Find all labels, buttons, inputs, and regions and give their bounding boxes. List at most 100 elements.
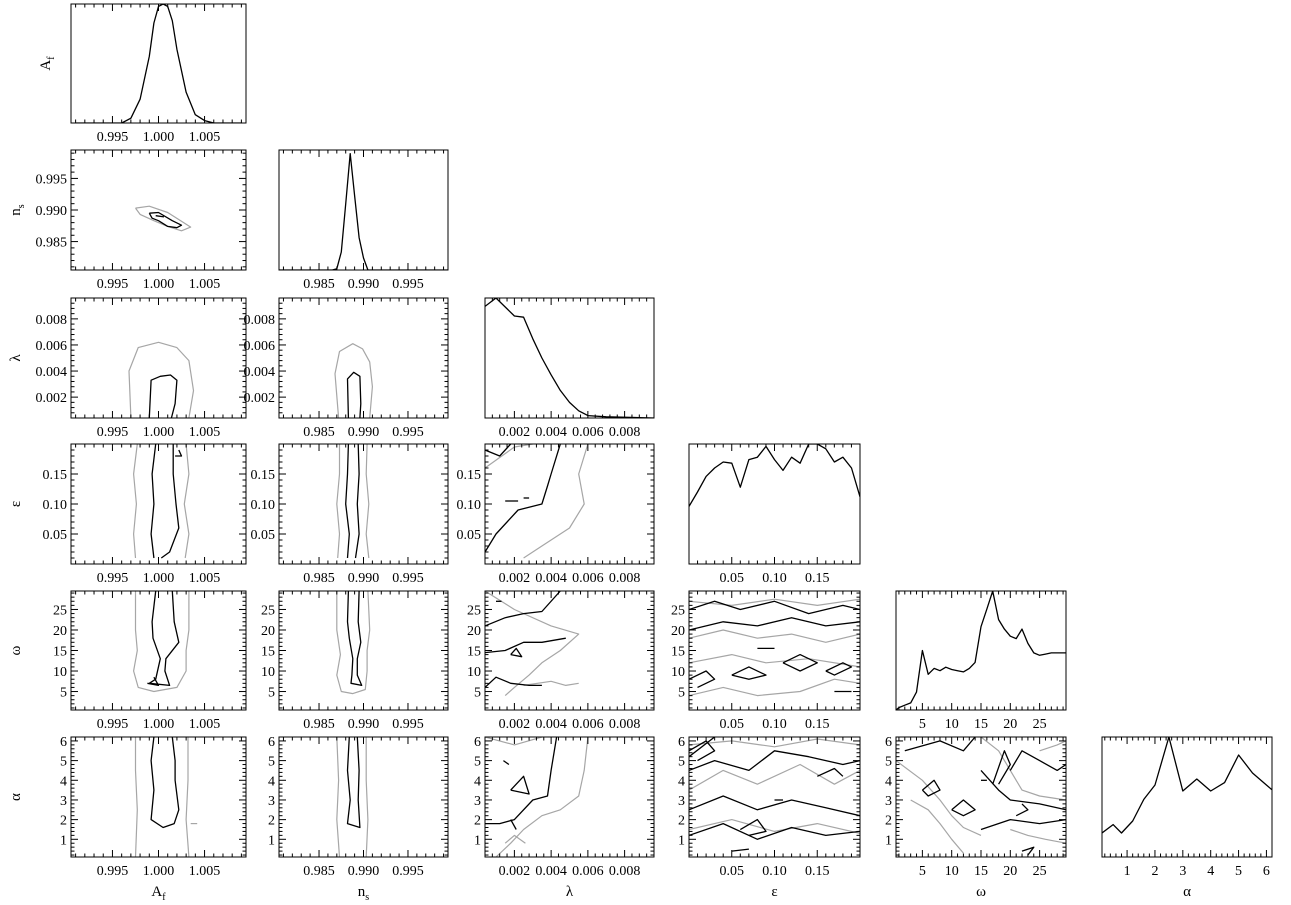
outer-contour bbox=[183, 444, 190, 559]
y-tick-label: 0.05 bbox=[457, 528, 482, 543]
panel-frame bbox=[278, 297, 449, 419]
x-tick-label: 0.008 bbox=[609, 717, 641, 732]
y-tick-label: 0.006 bbox=[244, 339, 276, 354]
inner-contour bbox=[148, 211, 183, 229]
y-tick-label: 6 bbox=[678, 735, 685, 750]
svg-text:ε: ε bbox=[8, 501, 24, 507]
x-tick-label: 0.995 bbox=[392, 864, 424, 879]
svg-text:Af: Af bbox=[151, 884, 166, 903]
y-tick-label: 25 bbox=[261, 603, 275, 618]
inner-contour bbox=[825, 662, 853, 676]
marginal-curve bbox=[75, 4, 242, 123]
marginal-curve bbox=[279, 152, 448, 270]
marginal-panel-alpha: 1 2 3 4 5 6 bbox=[1101, 736, 1273, 879]
outer-contour bbox=[910, 799, 964, 854]
x-tick-label: 10 bbox=[945, 717, 959, 732]
outer-contour bbox=[523, 680, 579, 687]
marginal-curve bbox=[1102, 737, 1272, 834]
inner-contour bbox=[731, 848, 749, 852]
y-tick-label: 10 bbox=[53, 665, 67, 680]
y-tick-label: 1 bbox=[60, 833, 67, 848]
marginal-curve bbox=[689, 444, 860, 507]
panel-frame bbox=[70, 736, 247, 858]
y-tick-label: 20 bbox=[671, 624, 685, 639]
outer-contour bbox=[336, 444, 341, 559]
x-tick-label: 0.15 bbox=[805, 864, 830, 879]
inner-contour bbox=[175, 449, 183, 457]
x-tick-label: 0.004 bbox=[535, 717, 567, 732]
outer-contour bbox=[133, 591, 190, 693]
outer-contour bbox=[689, 678, 860, 697]
y-tick-label: 0.15 bbox=[251, 468, 276, 483]
x-tick-label: 1 bbox=[1124, 864, 1131, 879]
contour-panel-Af-omega: 0.995 1.000 1.005 5 10 15 20 25 bbox=[53, 590, 247, 732]
outer-contour bbox=[128, 341, 195, 418]
inner-contour bbox=[155, 215, 165, 218]
x-tick-label: 0.006 bbox=[572, 571, 604, 586]
x-tick-label: 0.008 bbox=[609, 864, 641, 879]
inner-contour bbox=[992, 750, 1011, 785]
x-axis-label-lambda: λ bbox=[566, 884, 574, 900]
x-tick-label: 2 bbox=[1151, 864, 1158, 879]
panel-frame bbox=[688, 590, 861, 711]
panel-frame bbox=[70, 3, 247, 124]
x-tick-label: 0.004 bbox=[535, 571, 567, 586]
x-tick-label: 10 bbox=[945, 864, 959, 879]
x-tick-label: 0.05 bbox=[720, 864, 745, 879]
inner-contour bbox=[689, 600, 860, 615]
contour-panel-Af-lambda: 0.995 1.000 1.005 0.002 0.004 0.006 0.008 bbox=[36, 297, 247, 440]
marginal-panel-omega: 5 10 15 20 25 bbox=[895, 590, 1067, 732]
panel-frame bbox=[278, 590, 449, 711]
x-tick-label: 1.005 bbox=[189, 864, 221, 879]
inner-contour bbox=[354, 444, 360, 559]
y-tick-label: 5 bbox=[474, 686, 481, 701]
svg-text:ε: ε bbox=[771, 884, 777, 900]
panel-frame bbox=[70, 590, 247, 711]
x-tick-label: 0.004 bbox=[535, 425, 567, 440]
y-tick-label: 25 bbox=[467, 603, 481, 618]
x-tick-label: 1.005 bbox=[189, 717, 221, 732]
x-tick-label: 0.995 bbox=[97, 717, 129, 732]
inner-contour bbox=[739, 818, 767, 837]
y-tick-label: 2 bbox=[885, 814, 892, 829]
outer-contour bbox=[689, 763, 860, 791]
svg-text:λ: λ bbox=[566, 884, 574, 900]
x-tick-label: 3 bbox=[1179, 864, 1186, 879]
x-tick-label: 0.995 bbox=[97, 571, 129, 586]
x-tick-label: 0.008 bbox=[609, 425, 641, 440]
contour-panel-Af-ns: 0.995 1.000 1.005 0.985 0.990 0.995 bbox=[36, 149, 247, 292]
inner-contour bbox=[921, 779, 941, 797]
y-tick-label: 0.05 bbox=[251, 528, 276, 543]
x-tick-label: 0.002 bbox=[499, 571, 531, 586]
inner-contour bbox=[689, 617, 860, 631]
x-tick-label: 0.985 bbox=[303, 864, 335, 879]
panel-frame bbox=[484, 736, 655, 858]
x-tick-label: 25 bbox=[1033, 864, 1047, 879]
outer-contour bbox=[896, 760, 982, 836]
y-axis-label-omega: ω bbox=[8, 645, 24, 655]
inner-contour bbox=[689, 750, 860, 772]
x-axis-label-alpha: α bbox=[1183, 884, 1191, 900]
y-tick-label: 0.05 bbox=[43, 528, 68, 543]
inner-contour bbox=[485, 591, 561, 627]
inner-contour bbox=[782, 653, 818, 672]
inner-contour bbox=[148, 374, 178, 418]
inner-contour bbox=[485, 444, 561, 553]
outer-contour bbox=[495, 737, 589, 857]
contour-panel-ns-epsilon: 0.985 0.990 0.995 0.05 0.10 0.15 bbox=[251, 443, 449, 586]
panel-frame bbox=[278, 149, 449, 271]
svg-text:α: α bbox=[8, 793, 24, 801]
outer-contour bbox=[485, 737, 543, 746]
x-tick-label: 0.05 bbox=[720, 717, 745, 732]
x-tick-label: 1.000 bbox=[143, 425, 175, 440]
svg-text:α: α bbox=[1183, 884, 1191, 900]
svg-text:λ: λ bbox=[8, 354, 24, 362]
y-tick-label: 0.15 bbox=[43, 468, 68, 483]
inner-contour bbox=[346, 737, 361, 829]
x-tick-label: 1.000 bbox=[143, 277, 175, 292]
y-tick-label: 2 bbox=[268, 814, 275, 829]
inner-contour bbox=[485, 637, 566, 654]
y-tick-label: 2 bbox=[678, 814, 685, 829]
x-tick-label: 1.005 bbox=[189, 130, 221, 145]
svg-text:ω: ω bbox=[8, 645, 24, 655]
